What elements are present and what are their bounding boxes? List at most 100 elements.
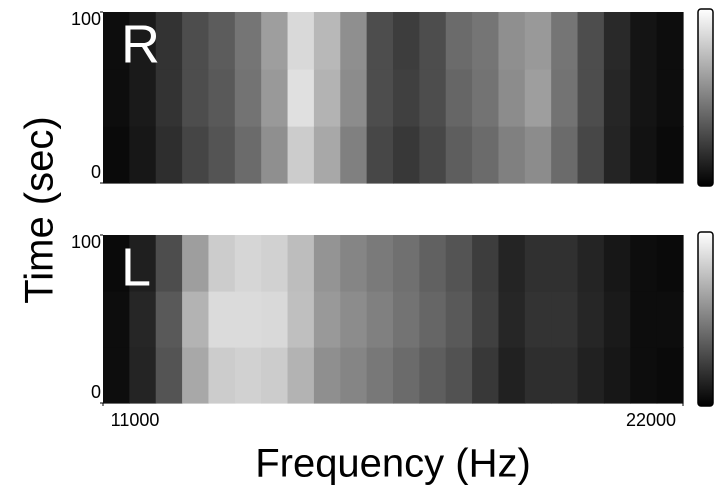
heatmap-cell — [419, 235, 446, 292]
heatmap-cell — [208, 126, 235, 184]
chart: Time (sec) Frequency (Hz) 0100R010011000… — [0, 0, 719, 492]
heatmap-cell — [129, 347, 156, 404]
heatmap-cell — [551, 12, 578, 70]
heatmap-cell — [103, 347, 130, 404]
heatmap-cell — [129, 126, 156, 184]
heatmap-cell — [604, 235, 631, 292]
heatmap-cell — [314, 347, 341, 404]
heatmap-cell — [551, 347, 578, 404]
heatmap-cell — [314, 235, 341, 292]
heatmap-cell — [156, 291, 183, 348]
y-tick-label: 100 — [71, 9, 101, 29]
heatmap-cell — [578, 12, 605, 70]
heatmap-cell — [288, 12, 315, 70]
heatmap-cell — [103, 69, 130, 127]
heatmap-cell — [261, 291, 288, 348]
heatmap-cell — [367, 291, 394, 348]
heatmap-cell — [129, 291, 156, 348]
heatmap-cell — [578, 69, 605, 127]
heatmap-cell — [446, 126, 473, 184]
heatmap-cell — [657, 291, 684, 348]
heatmap-cell — [604, 126, 631, 184]
heatmap-cell — [472, 126, 499, 184]
heatmap-cell — [288, 126, 315, 184]
heatmap-cell — [393, 126, 420, 184]
heatmap-cell — [340, 12, 367, 70]
heatmap-cell — [657, 235, 684, 292]
y-tick-label: 100 — [71, 232, 101, 252]
heatmap-cell — [472, 235, 499, 292]
y-axis-label: Time (sec) — [18, 116, 62, 303]
heatmap-cell — [182, 347, 209, 404]
heatmap-cell — [235, 69, 262, 127]
heatmap-cell — [419, 291, 446, 348]
heatmap-cell — [393, 291, 420, 348]
heatmap-cell — [657, 126, 684, 184]
heatmap-cell — [578, 126, 605, 184]
heatmap-cell — [525, 12, 552, 70]
heatmap-cell — [525, 126, 552, 184]
heatmap-cell — [288, 235, 315, 292]
heatmap-cell — [446, 12, 473, 70]
heatmap-cell — [551, 235, 578, 292]
colorbar — [698, 9, 713, 186]
heatmap-cell — [498, 69, 525, 127]
y-tick-label: 0 — [91, 162, 101, 182]
heatmap-cell — [446, 291, 473, 348]
heatmap-cell — [419, 69, 446, 127]
heatmap-cell — [156, 126, 183, 184]
heatmap-cell — [288, 291, 315, 348]
heatmap-cell — [630, 12, 657, 70]
heatmap-cell — [261, 126, 288, 184]
heatmap-cell — [340, 235, 367, 292]
heatmap-cell — [182, 126, 209, 184]
heatmap-cell — [340, 347, 367, 404]
heatmap-cell — [472, 12, 499, 70]
heatmap-cell — [498, 347, 525, 404]
heatmap-cell — [630, 347, 657, 404]
heatmap-cell — [551, 126, 578, 184]
heatmap-cell — [498, 126, 525, 184]
heatmap-cell — [314, 69, 341, 127]
heatmap-cell — [578, 235, 605, 292]
heatmap-cell — [604, 291, 631, 348]
heatmap-cell — [498, 12, 525, 70]
heatmap-cell — [525, 69, 552, 127]
heatmap-cell — [235, 12, 262, 70]
heatmap-cell — [208, 347, 235, 404]
heatmap-cell — [657, 12, 684, 70]
heatmap-cell — [525, 291, 552, 348]
heatmap-cell — [604, 69, 631, 127]
heatmap-cell — [367, 347, 394, 404]
heatmap-cell — [182, 235, 209, 292]
heatmap-cell — [288, 347, 315, 404]
heatmap-cell — [393, 12, 420, 70]
y-tick-label: 0 — [91, 382, 101, 402]
colorbar — [698, 232, 713, 406]
heatmap-cell — [182, 69, 209, 127]
heatmap-cell — [630, 69, 657, 127]
heatmap-cell — [367, 126, 394, 184]
heatmap-cell — [578, 347, 605, 404]
heatmap-cell — [419, 12, 446, 70]
heatmap-cell — [498, 291, 525, 348]
heatmap-cell — [525, 347, 552, 404]
heatmap-cell — [182, 291, 209, 348]
heatmap-cell — [419, 347, 446, 404]
heatmap-cell — [604, 12, 631, 70]
heatmap-cell — [367, 69, 394, 127]
heatmap-cell — [261, 12, 288, 70]
heatmap-cell — [208, 291, 235, 348]
heatmap-cell — [103, 126, 130, 184]
heatmap-cell — [156, 235, 183, 292]
heatmap-cell — [551, 291, 578, 348]
x-tick-label: 22000 — [626, 410, 676, 430]
heatmap-cell — [208, 69, 235, 127]
heatmap-cell — [340, 126, 367, 184]
heatmap-cell — [261, 235, 288, 292]
heatmap-cell — [340, 291, 367, 348]
heatmap-cell — [129, 69, 156, 127]
heatmap-cell — [103, 291, 130, 348]
heatmap-cell — [182, 12, 209, 70]
heatmap-cell — [156, 69, 183, 127]
